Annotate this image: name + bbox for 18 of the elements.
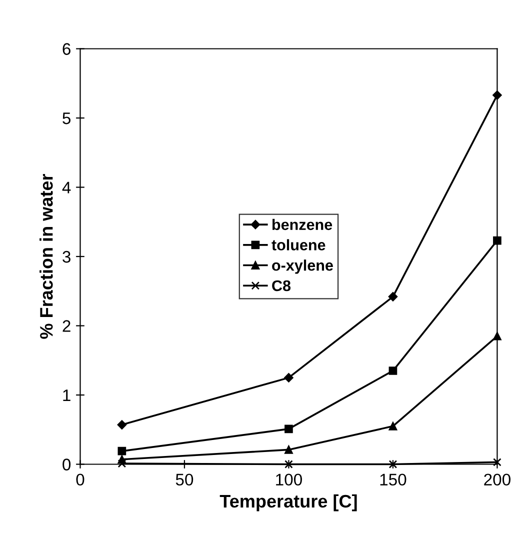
- y-tick-label: 2: [62, 320, 70, 332]
- y-tick-label: 1: [63, 390, 70, 402]
- y-tick-label: 3: [62, 250, 70, 263]
- x-tick-label: 50: [176, 474, 194, 486]
- y-tick-label: 0: [62, 458, 71, 470]
- y-tick-label: 5: [62, 112, 70, 124]
- x-tick-label: 200: [484, 474, 510, 486]
- y-tick-label: 4: [62, 182, 71, 194]
- legend-label: C8: [272, 280, 291, 292]
- legend-label: toluene: [272, 239, 326, 250]
- y-axis-title: % Fraction in water: [40, 174, 53, 339]
- x-tick-label: 150: [380, 474, 406, 486]
- y-tick-label: 6: [62, 43, 70, 55]
- x-tick-label: 0: [76, 474, 84, 486]
- legend-label: benzene: [272, 218, 332, 230]
- legend-label: o-xylene: [272, 260, 333, 274]
- x-axis-title: Temperature [C]: [220, 494, 357, 512]
- x-tick-label: 100: [276, 474, 302, 486]
